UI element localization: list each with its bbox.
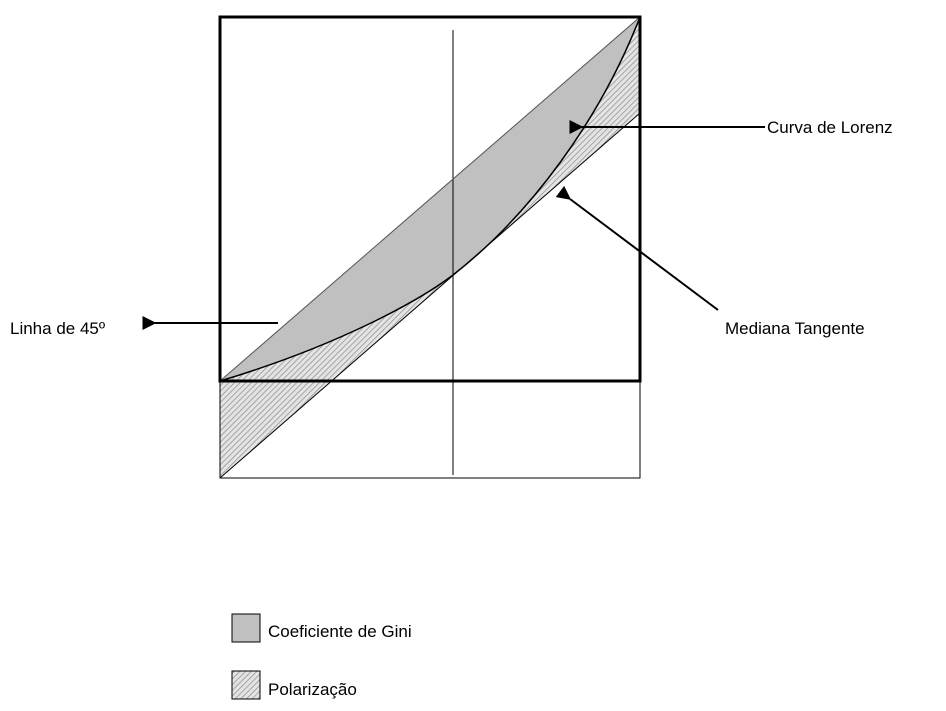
main-box — [218, 15, 642, 383]
legend-label: Coeficiente de Gini — [268, 622, 412, 641]
label: Linha de 45º — [10, 319, 105, 338]
legend-label: Polarização — [268, 680, 357, 699]
arrow — [555, 185, 719, 311]
polarization-area — [220, 17, 640, 478]
legend-swatch — [231, 670, 261, 700]
legend-swatch — [231, 613, 261, 643]
label: Mediana Tangente — [725, 319, 865, 338]
label: Curva de Lorenz — [767, 118, 893, 137]
tangent-line — [219, 112, 641, 479]
line-45 — [219, 16, 641, 382]
lorenz-curve — [219, 16, 641, 382]
